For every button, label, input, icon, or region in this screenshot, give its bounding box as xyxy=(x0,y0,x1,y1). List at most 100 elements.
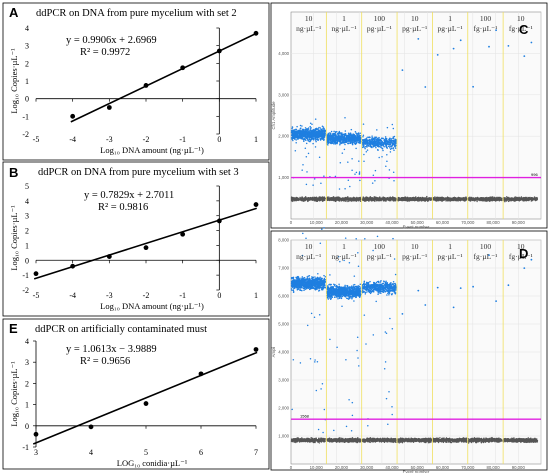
positive-droplet xyxy=(365,146,368,148)
positive-droplet xyxy=(297,135,299,138)
positive-droplet xyxy=(347,132,350,135)
positive-droplet xyxy=(384,141,387,144)
positive-droplet xyxy=(315,127,318,130)
positive-droplet xyxy=(376,138,378,140)
positive-droplet xyxy=(303,140,305,143)
positive-droplet xyxy=(343,133,345,135)
positive-droplet xyxy=(292,139,294,142)
negative-droplet xyxy=(304,199,306,201)
positive-droplet xyxy=(318,126,320,129)
positive-droplet xyxy=(384,139,386,141)
rain-droplet xyxy=(305,155,308,158)
positive-droplet xyxy=(385,145,387,147)
positive-droplet xyxy=(371,143,374,146)
positive-droplet xyxy=(359,135,362,137)
positive-droplet xyxy=(295,139,297,141)
positive-droplet xyxy=(305,131,307,133)
droplets xyxy=(290,29,538,203)
positive-droplet xyxy=(361,144,364,146)
data-point xyxy=(253,347,259,352)
rain-droplet xyxy=(309,122,312,124)
positive-droplet xyxy=(317,127,319,130)
positive-droplet xyxy=(316,136,318,138)
positive-droplet xyxy=(322,134,324,137)
positive-droplet xyxy=(318,133,321,136)
positive-droplet xyxy=(424,86,427,88)
y-tick-label: 5 xyxy=(25,182,29,191)
positive-droplet xyxy=(338,130,341,133)
positive-droplet xyxy=(333,133,335,136)
x-tick-label: -4 xyxy=(69,291,76,300)
positive-droplet xyxy=(296,130,299,133)
positive-droplet xyxy=(357,132,360,134)
negative-droplet xyxy=(392,196,394,198)
rain-droplet xyxy=(386,154,388,156)
negative-droplet xyxy=(352,199,354,202)
x-tick-label: 90,000 xyxy=(512,220,526,225)
negative-droplet xyxy=(434,196,436,198)
rain-droplet xyxy=(392,127,395,130)
rain-droplet xyxy=(385,165,387,168)
x-tick-label: 50,000 xyxy=(411,220,425,225)
positive-droplet xyxy=(295,133,298,135)
negative-droplet xyxy=(388,200,391,202)
negative-droplet xyxy=(447,198,450,200)
rain-droplet xyxy=(358,171,361,173)
positive-droplet xyxy=(334,136,337,138)
x-tick-label: 1 xyxy=(254,291,258,300)
negative-droplet xyxy=(303,198,306,200)
negative-droplet xyxy=(290,199,293,201)
rain-droplet xyxy=(347,161,349,163)
positive-droplet xyxy=(393,149,395,152)
positive-droplet xyxy=(327,144,329,146)
negative-droplet xyxy=(332,197,334,199)
rain-droplet xyxy=(305,183,308,186)
negative-droplet xyxy=(419,197,421,199)
positive-droplet xyxy=(299,124,302,127)
positive-droplet xyxy=(344,132,347,135)
negative-droplet xyxy=(441,198,443,200)
rain-droplet xyxy=(313,178,316,180)
x-tick-label: 4 xyxy=(89,448,93,457)
positive-droplet xyxy=(369,143,371,145)
rain-droplet xyxy=(341,152,344,154)
negative-droplet xyxy=(350,200,353,202)
negative-droplet xyxy=(309,197,311,199)
positive-droplet xyxy=(377,142,379,145)
positive-droplet xyxy=(452,47,455,50)
data-point xyxy=(180,65,186,71)
positive-droplet xyxy=(327,137,329,139)
positive-droplet xyxy=(322,136,324,138)
x-tick-label: 0 xyxy=(217,135,221,144)
negative-droplet xyxy=(346,200,348,203)
y-tick-label: 1,000 xyxy=(278,175,289,180)
positive-droplet xyxy=(329,133,332,135)
positive-droplet xyxy=(302,133,304,135)
negative-droplet xyxy=(343,199,345,201)
rain-droplet xyxy=(323,175,325,177)
positive-droplet xyxy=(338,140,340,142)
x-tick-label: -3 xyxy=(106,135,113,144)
negative-droplet xyxy=(375,196,377,198)
x-tick-label: 10,000 xyxy=(310,220,324,225)
negative-droplet xyxy=(305,197,308,199)
positive-droplet xyxy=(350,136,352,138)
positive-droplet xyxy=(349,132,352,135)
positive-droplet xyxy=(308,129,310,131)
positive-droplet xyxy=(371,138,373,140)
positive-droplet xyxy=(341,138,344,141)
positive-droplet xyxy=(375,140,378,143)
positive-droplet xyxy=(323,133,326,135)
negative-droplet xyxy=(440,197,442,200)
positive-droplet xyxy=(331,139,334,142)
negative-droplet xyxy=(316,197,318,200)
positive-droplet xyxy=(356,132,358,135)
positive-droplet xyxy=(359,132,361,135)
positive-droplet xyxy=(385,142,388,145)
rain-droplet xyxy=(339,162,342,164)
r-squared: R² = 0.9972 xyxy=(80,47,130,58)
positive-droplet xyxy=(388,144,391,146)
positive-droplet xyxy=(336,141,338,143)
negative-droplet xyxy=(389,196,392,198)
negative-droplet xyxy=(314,198,316,201)
